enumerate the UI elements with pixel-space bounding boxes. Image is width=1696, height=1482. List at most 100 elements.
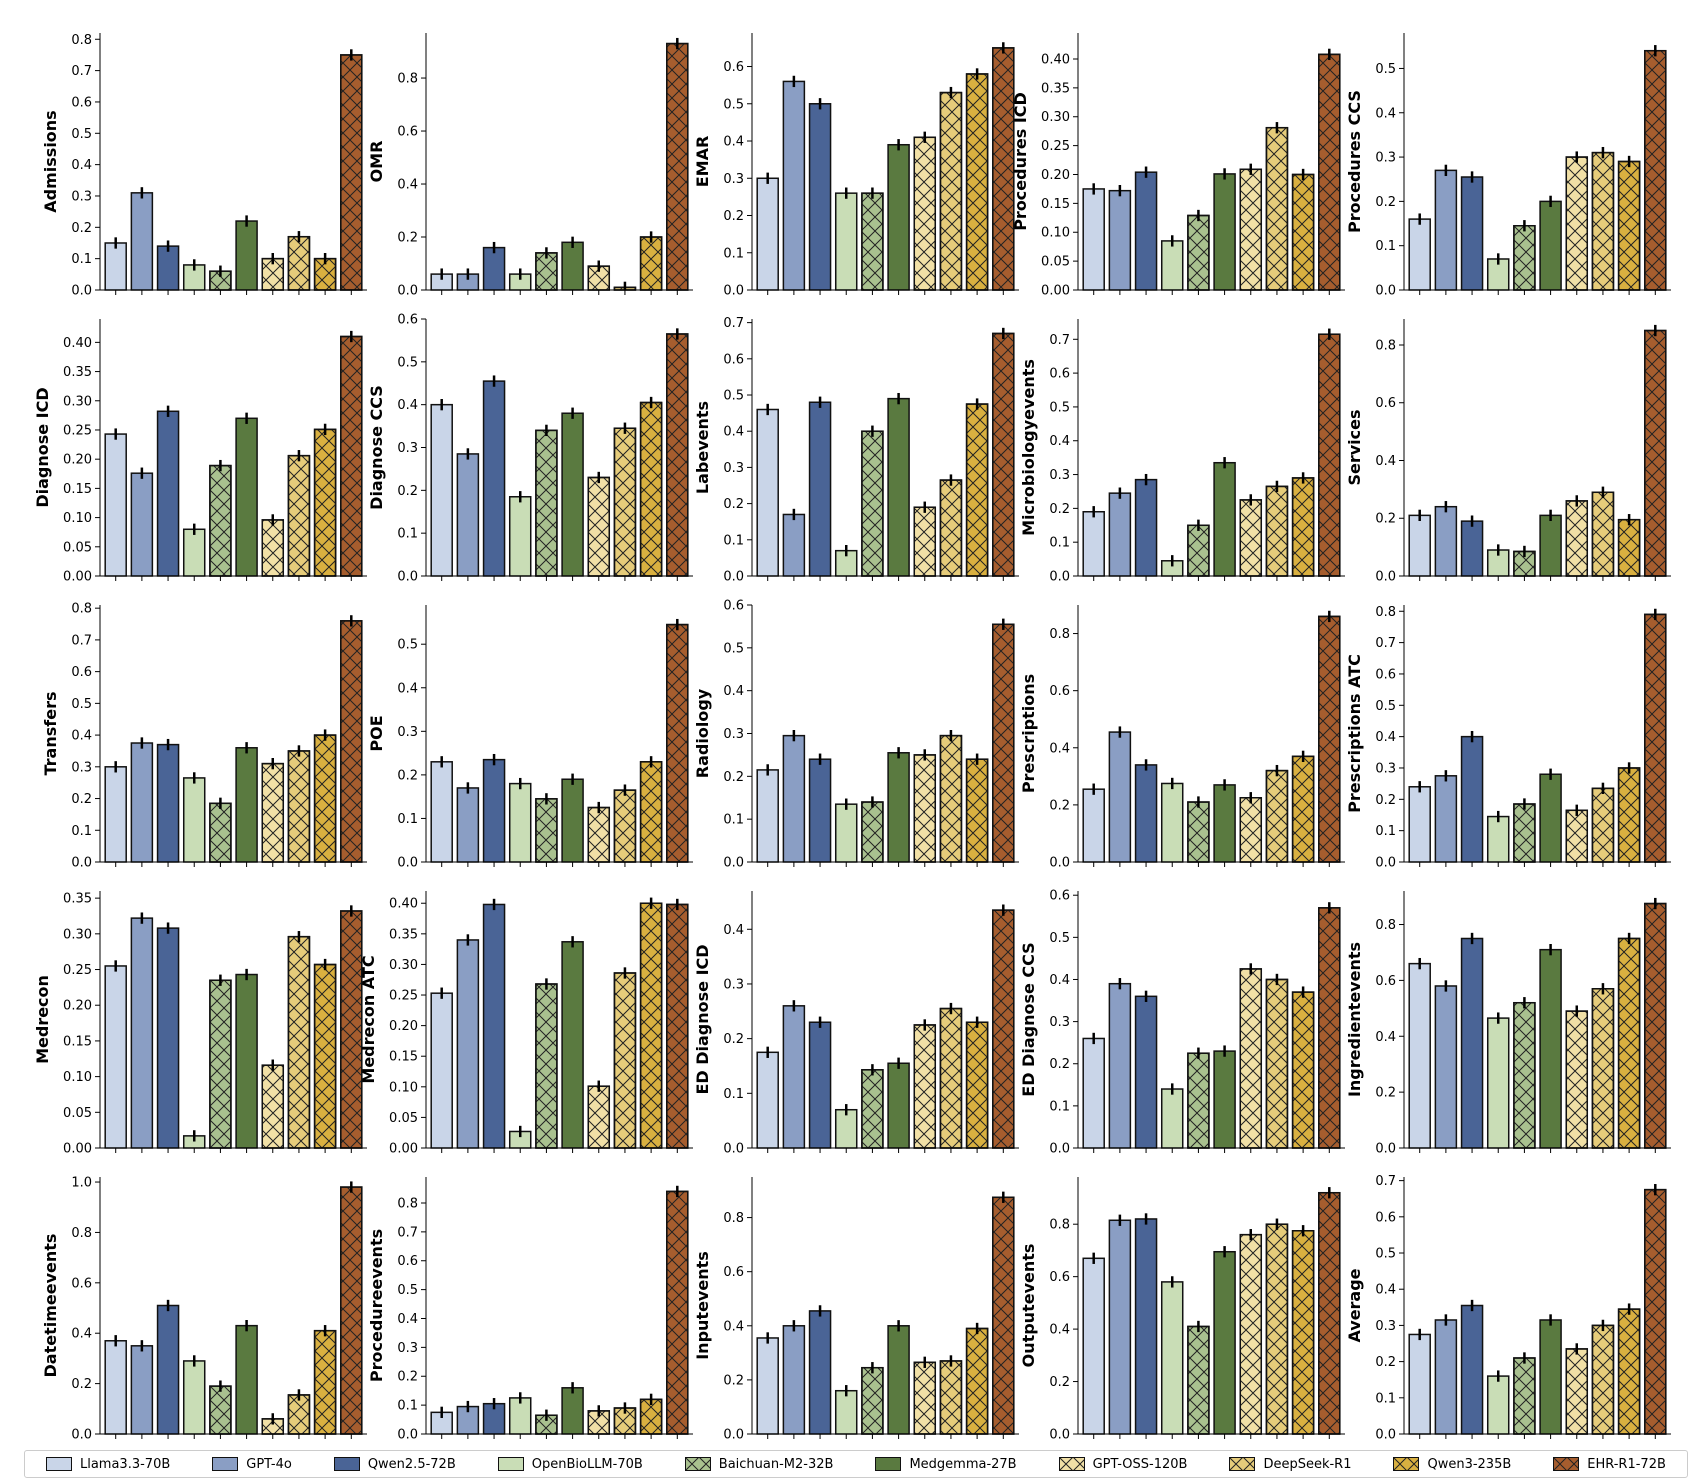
bar-openbiollm-70b	[834, 1389, 858, 1435]
y-tick-label: 0.1	[397, 1399, 418, 1414]
bar-hatch	[1239, 168, 1263, 291]
bar-gpt-4o	[456, 453, 480, 577]
legend-swatch	[1393, 1457, 1420, 1471]
y-tick-label: 0.20	[1041, 168, 1070, 183]
bar-medgemma-27b	[561, 941, 584, 1149]
y-axis-label: Microbiologyevents	[1019, 359, 1038, 536]
bar-gpt-4o	[130, 917, 154, 1149]
bar-qwen2-5-72b	[1460, 1304, 1484, 1435]
bar-medgemma-27b	[887, 752, 910, 863]
y-tick-label: 0.3	[397, 725, 418, 740]
bar-hatch	[261, 519, 285, 577]
bar-medgemma-27b	[887, 1062, 910, 1149]
bar-hatch	[340, 335, 363, 577]
y-tick-label: 0.2	[1049, 502, 1070, 517]
y-tick-label: 0.1	[723, 246, 744, 261]
bar-llama3-3-70b	[104, 965, 127, 1149]
bar-gpt-4o	[1108, 982, 1132, 1149]
bar-openbiollm-70b	[1160, 782, 1184, 863]
legend-item: Llama3.3-70B	[45, 1457, 170, 1472]
bar-gpt-4o	[130, 742, 154, 863]
bar-medgemma-27b	[561, 1387, 584, 1435]
bar-medgemma-27b	[1213, 173, 1236, 291]
bar-medgemma-27b	[561, 412, 584, 577]
legend-label: GPT-OSS-120B	[1092, 1456, 1188, 1472]
y-tick-label: 0.2	[723, 1373, 744, 1388]
bar-hatch	[1265, 1223, 1289, 1435]
bar-hatch	[1617, 1308, 1641, 1435]
bar-hatch	[287, 454, 311, 577]
bar-llama3-3-70b	[756, 408, 779, 577]
y-tick-label: 0.0	[71, 856, 92, 871]
y-tick-label: 0.4	[71, 158, 92, 173]
bar-hatch	[1187, 524, 1210, 577]
bar-medgemma-27b	[887, 397, 910, 577]
y-tick-label: 0.4	[1375, 1030, 1396, 1045]
bar-hatch	[1513, 803, 1536, 863]
bar-hatch	[1291, 755, 1315, 863]
y-tick-label: 0.6	[71, 95, 92, 110]
bar-hatch	[209, 802, 232, 863]
y-tick-label: 0.2	[723, 1032, 744, 1047]
bar-hatch	[613, 789, 637, 863]
y-tick-label: 0.4	[1375, 730, 1396, 745]
y-tick-label: 0.4	[1375, 1283, 1396, 1298]
y-tick-label: 0.7	[397, 1225, 418, 1240]
bar-qwen2-5-72b	[156, 245, 180, 291]
y-tick-label: 0.7	[1375, 1174, 1396, 1189]
bar-qwen2-5-72b	[1460, 176, 1484, 291]
y-tick-label: 0.2	[71, 792, 92, 807]
y-tick-label: 0.8	[1375, 918, 1396, 933]
bar-llama3-3-70b	[1408, 786, 1431, 863]
bar-medgemma-27b	[1539, 200, 1562, 291]
bar-hatch	[992, 623, 1015, 863]
y-tick-label: 0.6	[1049, 367, 1070, 382]
bar-hatch	[913, 754, 937, 863]
y-tick-label: 0.5	[1049, 400, 1070, 415]
bar-hatch	[209, 1385, 232, 1435]
y-tick-label: 0.2	[397, 231, 418, 246]
bar-qwen2-5-72b	[1460, 735, 1484, 863]
bar-hatch	[1318, 333, 1341, 577]
y-axis-label: Services	[1345, 409, 1364, 485]
bar-hatch	[1513, 225, 1536, 291]
legend-label: OpenBioLLM-70B	[531, 1456, 643, 1472]
y-tick-label: 0.10	[389, 1080, 418, 1095]
subplot-radiology: 0.0 0.1 0.2 0.3 0.4 0.5 0.6 Radiology	[693, 599, 1019, 871]
y-tick-label: 0.40	[1041, 52, 1070, 67]
y-tick-label: 0.8	[71, 602, 92, 617]
bar-qwen2-5-72b	[808, 1310, 832, 1435]
y-tick-label: 0.6	[723, 1265, 744, 1280]
y-axis-label: Radiology	[693, 688, 712, 778]
bar-qwen2-5-72b	[1134, 478, 1158, 577]
bar-qwen2-5-72b	[156, 927, 180, 1149]
bar-openbiollm-70b	[1160, 1088, 1184, 1149]
y-axis-label: ED Diagnose CCS	[1019, 942, 1038, 1096]
bar-openbiollm-70b	[834, 192, 858, 291]
bar-medgemma-27b	[561, 778, 584, 863]
y-tick-label: 0.3	[1375, 151, 1396, 166]
y-tick-label: 0.6	[723, 352, 744, 367]
bar-hatch	[939, 479, 963, 577]
legend-label: Qwen3-235B	[1427, 1456, 1512, 1472]
bar-gpt-4o	[782, 734, 806, 863]
subplot-services: 0.0 0.2 0.4 0.6 0.8 Services	[1345, 319, 1671, 585]
bar-openbiollm-70b	[1486, 1375, 1510, 1435]
y-tick-label: 0.00	[63, 1142, 92, 1157]
y-axis-label: Medrecon ATC	[359, 955, 378, 1083]
bar-hatch	[1513, 1001, 1536, 1149]
y-tick-label: 0.0	[1049, 856, 1070, 871]
y-tick-label: 0.1	[1049, 536, 1070, 551]
y-tick-label: 0.10	[1041, 226, 1070, 241]
y-tick-label: 0.1	[397, 527, 418, 542]
y-axis-label: Ingredientevents	[1345, 942, 1364, 1097]
bar-hatch	[1591, 151, 1615, 291]
y-tick-label: 0.0	[723, 570, 744, 585]
bar-llama3-3-70b	[1408, 1333, 1431, 1435]
bar-openbiollm-70b	[834, 1108, 858, 1149]
bar-medgemma-27b	[1213, 1050, 1236, 1149]
bar-gpt-4o	[1434, 1319, 1458, 1435]
bar-openbiollm-70b	[1160, 1281, 1184, 1435]
y-tick-label: 0.1	[1375, 824, 1396, 839]
subplot-procedureevents: 0.0 0.1 0.2 0.3 0.4 0.5 0.6 0.7 0.8 Procedureeven…	[367, 1177, 693, 1443]
